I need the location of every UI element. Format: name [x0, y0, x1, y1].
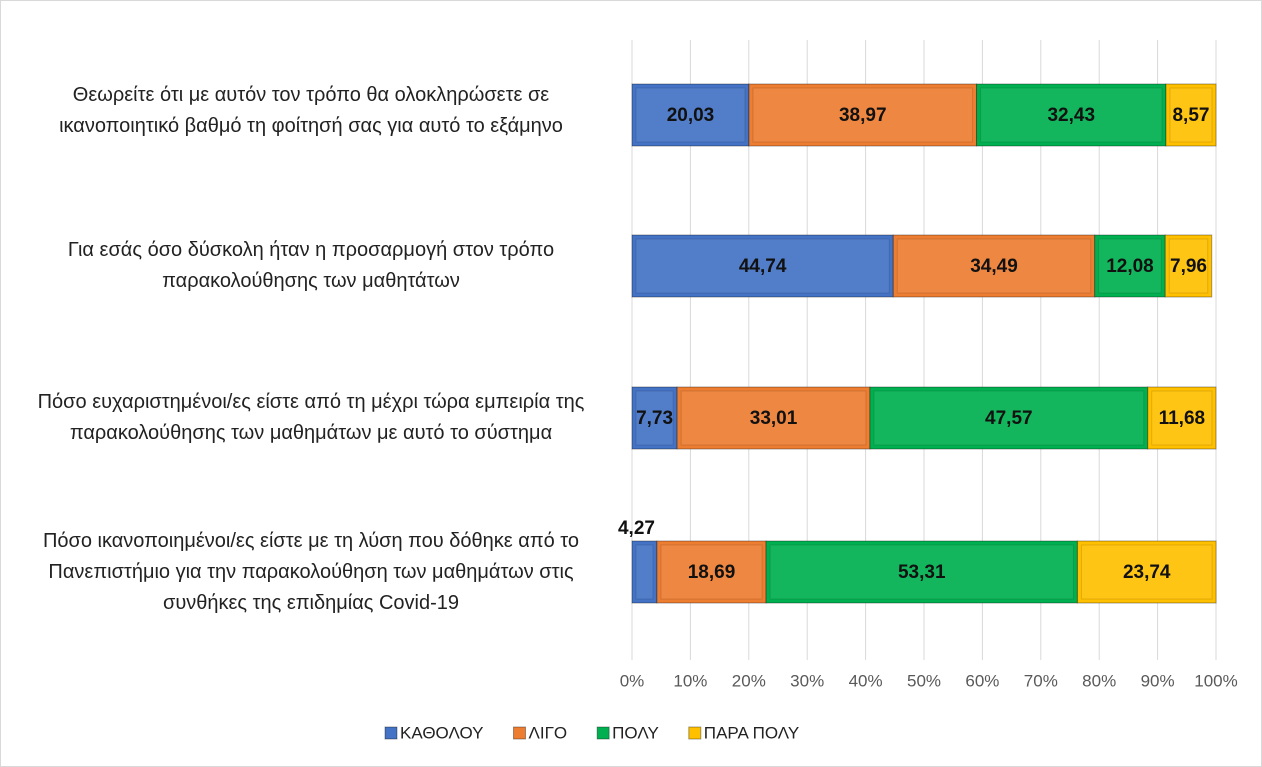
bar-segment: [869, 386, 1149, 450]
bar-segment: [892, 234, 1096, 298]
data-label: 18,69: [688, 562, 736, 583]
legend-label: ΠΑΡΑ ΠΟΛΥ: [704, 723, 799, 742]
data-label: 8,57: [1172, 105, 1209, 126]
data-label: 32,43: [1047, 105, 1095, 126]
bar-bevel: [680, 390, 867, 446]
data-label: 7,73: [636, 408, 673, 429]
data-label: 12,08: [1106, 256, 1154, 277]
data-label: 47,57: [985, 408, 1033, 429]
x-tick-label: 50%: [907, 671, 941, 690]
bar-bevel: [635, 544, 654, 600]
bar-bevel: [660, 544, 763, 600]
bar-segment: [631, 83, 750, 147]
data-label: 11,68: [1159, 408, 1206, 429]
category-label: Πόσο ευχαριστημένοι/ες είστε από τη μέχρ…: [37, 391, 585, 444]
bar-bevel: [1098, 238, 1162, 294]
bar-bevel: [769, 544, 1074, 600]
x-tick-label: 30%: [790, 671, 824, 690]
legend-label: ΠΟΛΥ: [612, 723, 659, 742]
legend-label: ΛΙΓΟ: [528, 723, 567, 742]
data-label: 33,01: [750, 408, 798, 429]
bar-bevel: [635, 238, 890, 294]
bar-bevel: [752, 87, 974, 143]
x-tick-label: 80%: [1082, 671, 1116, 690]
legend-marker: [384, 726, 398, 740]
legend-marker: [688, 726, 702, 740]
bar-segment: [656, 540, 767, 604]
bar-segment: [748, 83, 978, 147]
data-label: 4,27: [618, 518, 655, 539]
bar-segment: [1164, 234, 1213, 298]
category-label: Θεωρείτε ότι με αυτόν τον τρόπο θα ολοκλ…: [59, 84, 563, 137]
bar-segment: [765, 540, 1078, 604]
data-label: 44,74: [739, 256, 787, 277]
x-tick-label: 60%: [965, 671, 999, 690]
bar-segment: [1094, 234, 1166, 298]
data-label: 7,96: [1170, 256, 1207, 277]
data-label: 38,97: [839, 105, 887, 126]
legend-marker: [596, 726, 610, 740]
bar-bevel: [896, 238, 1092, 294]
bar-segment: [976, 83, 1167, 147]
bar-bevel: [1151, 390, 1213, 446]
x-tick-label: 40%: [849, 671, 883, 690]
bar-bevel: [1169, 87, 1213, 143]
x-tick-label: 90%: [1141, 671, 1175, 690]
category-label: Για εσάς όσο δύσκολη ήταν η προσαρμογή σ…: [67, 239, 555, 292]
x-tick-label: 70%: [1024, 671, 1058, 690]
category-label: Πόσο ικανοποιημένοι/ες είστε με τη λύση …: [42, 529, 580, 614]
bar-segment: [676, 386, 871, 450]
data-label: 53,31: [898, 562, 946, 583]
data-label: 23,74: [1123, 562, 1171, 583]
x-tick-label: 10%: [673, 671, 707, 690]
bar-bevel: [1168, 238, 1209, 294]
bar-segment: [631, 540, 658, 604]
bar-segment: [631, 386, 678, 450]
bar-segment: [1076, 540, 1217, 604]
x-tick-label: 0%: [620, 671, 645, 690]
bar-bevel: [635, 87, 746, 143]
bar-segment: [631, 234, 894, 298]
bar-bevel: [980, 87, 1163, 143]
bar-segment: [1147, 386, 1217, 450]
data-label: 34,49: [970, 256, 1018, 277]
data-label: 20,03: [667, 105, 715, 126]
bar-bevel: [873, 390, 1145, 446]
x-tick-label: 20%: [732, 671, 766, 690]
bar-bevel: [635, 390, 674, 446]
legend-label: ΚΑΘΟΛΟΥ: [400, 723, 483, 742]
bar-bevel: [1080, 544, 1213, 600]
x-tick-label: 100%: [1194, 671, 1237, 690]
bar-segment: [1165, 83, 1217, 147]
legend-marker: [512, 726, 526, 740]
